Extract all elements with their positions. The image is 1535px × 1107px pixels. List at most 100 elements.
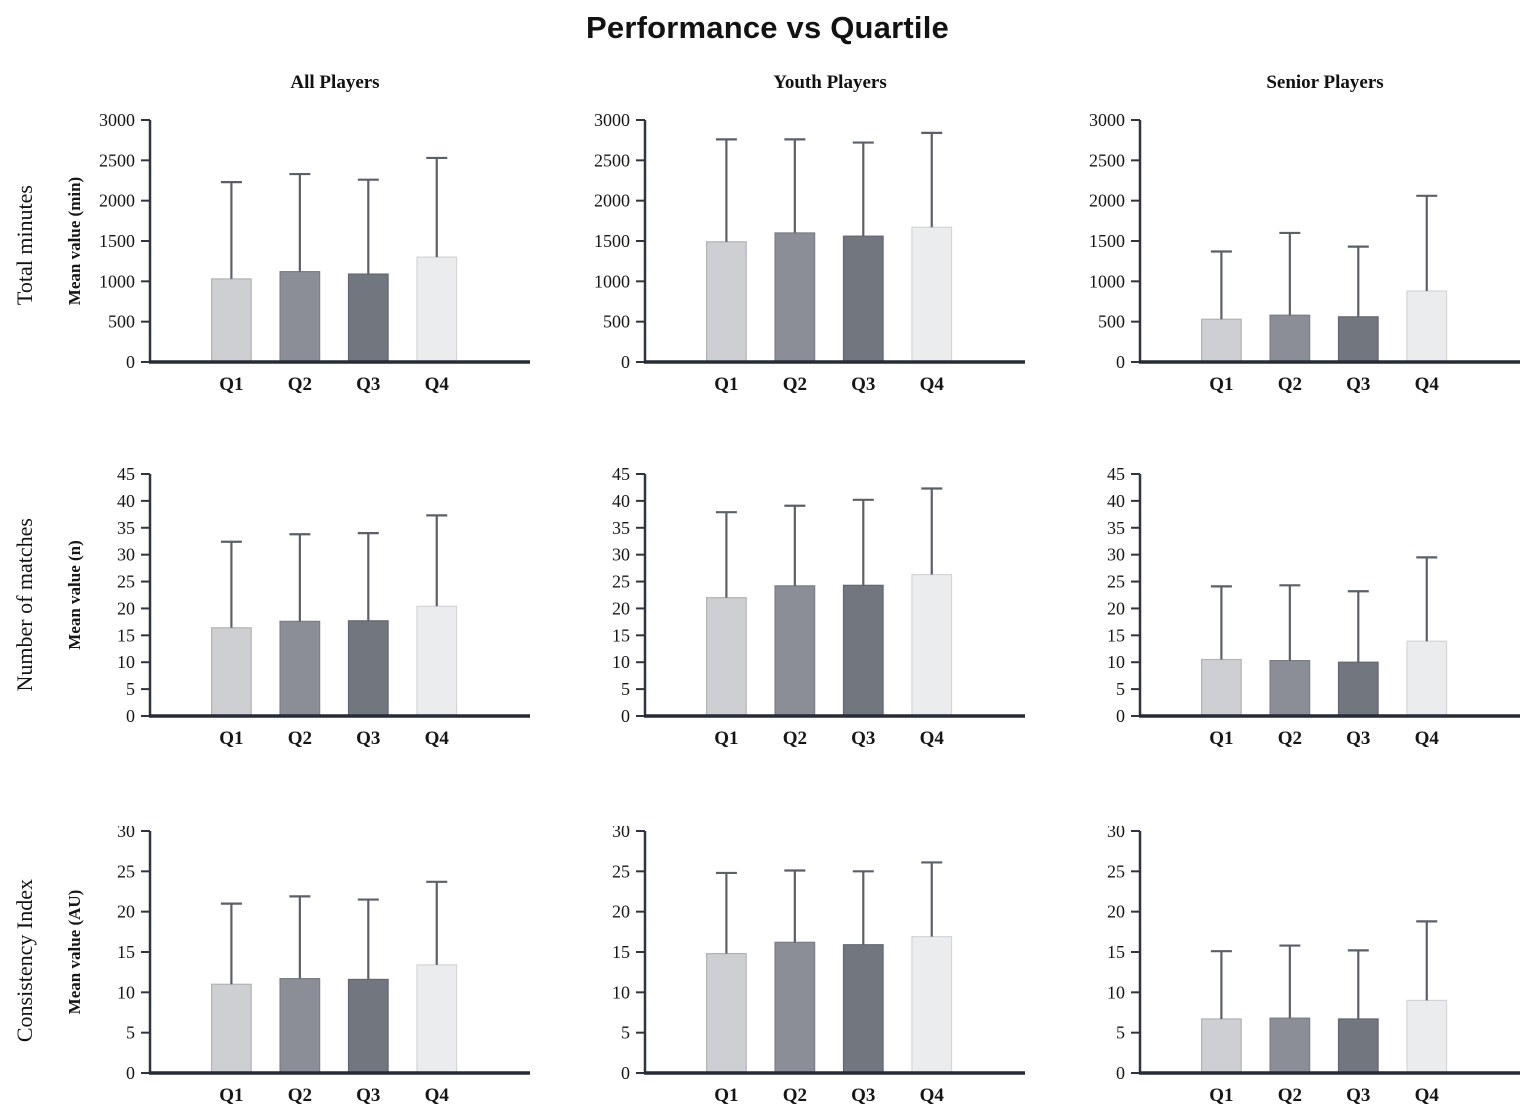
svg-text:3000: 3000 [594, 110, 630, 130]
svg-text:5: 5 [621, 1023, 630, 1043]
svg-text:25: 25 [612, 861, 630, 881]
svg-text:Q4: Q4 [425, 1085, 450, 1106]
svg-text:15: 15 [117, 625, 135, 645]
chart-cell: 0 5 10 15 20 25 30 Q1 Q2 Q3 Q4 [545, 814, 1040, 1107]
chart-consistency-index-youth-players: 0 5 10 15 20 25 30 Q1 Q2 Q3 Q4 [612, 826, 1025, 1106]
svg-text:Q3: Q3 [851, 728, 875, 749]
row-label-total-minutes: Total minutes [0, 94, 50, 454]
svg-text:25: 25 [612, 572, 630, 592]
svg-text:1500: 1500 [594, 231, 630, 251]
svg-text:40: 40 [1107, 491, 1125, 511]
svg-text:20: 20 [117, 598, 135, 618]
svg-text:Q4: Q4 [425, 728, 450, 749]
svg-text:Q1: Q1 [219, 1085, 243, 1106]
svg-text:5: 5 [126, 679, 135, 699]
column-header-all-players: All Players [290, 72, 380, 93]
chart-number-of-matches-youth-players: 0 5 10 15 20 25 30 35 40 45 Q1 Q2 Q3 Q4 [612, 464, 1025, 749]
svg-text:3000: 3000 [99, 110, 135, 130]
svg-text:15: 15 [1107, 942, 1125, 962]
svg-text:5: 5 [1116, 679, 1125, 699]
svg-text:Q2: Q2 [783, 374, 807, 395]
svg-text:40: 40 [117, 491, 135, 511]
svg-text:Q1: Q1 [219, 728, 243, 749]
chart-cell: 0 500 1000 1500 2000 2500 3000 Q1 Q2 Q3 Q4 [1040, 94, 1535, 454]
svg-text:0: 0 [126, 352, 135, 372]
column-header-senior-players: Senior Players [1266, 72, 1384, 93]
svg-text:20: 20 [612, 598, 630, 618]
svg-text:25: 25 [1107, 572, 1125, 592]
chart-total-minutes-senior-players: 0 500 1000 1500 2000 2500 3000 Q1 Q2 Q3 Q4 [1089, 110, 1520, 395]
svg-text:5: 5 [126, 1023, 135, 1043]
svg-text:Q2: Q2 [1278, 1085, 1302, 1106]
svg-text:20: 20 [117, 902, 135, 922]
row-label-number-of-matches: Number of matches [0, 454, 50, 814]
svg-text:1000: 1000 [99, 271, 135, 291]
svg-text:Q4: Q4 [425, 374, 450, 395]
svg-text:35: 35 [612, 518, 630, 538]
svg-text:25: 25 [117, 861, 135, 881]
svg-text:Q3: Q3 [1346, 374, 1370, 395]
svg-text:10: 10 [612, 982, 630, 1002]
svg-text:Q2: Q2 [783, 1085, 807, 1106]
svg-text:2500: 2500 [594, 150, 630, 170]
grid-corner-spacer [0, 58, 50, 94]
svg-text:Q3: Q3 [851, 1085, 875, 1106]
chart-cell: 0 5 10 15 20 25 30 Q1 Q2 Q3 Q4 Mean value (AU) [50, 814, 545, 1107]
svg-text:Q4: Q4 [1415, 374, 1440, 395]
charts-grid: All Players Youth Players Senior Players… [0, 58, 1535, 1107]
row-label-consistency-index-text: Consistency Index [12, 878, 37, 1043]
svg-text:0: 0 [621, 352, 630, 372]
chart-number-of-matches-all-players: 0 5 10 15 20 25 30 35 40 45 Q1 Q2 Q3 Q4 Mean value (n) [65, 464, 530, 749]
svg-text:Q4: Q4 [920, 374, 945, 395]
svg-text:10: 10 [612, 652, 630, 672]
svg-text:30: 30 [1107, 545, 1125, 565]
svg-text:Q1: Q1 [219, 374, 243, 395]
svg-text:15: 15 [1107, 625, 1125, 645]
svg-text:20: 20 [1107, 598, 1125, 618]
svg-text:30: 30 [117, 545, 135, 565]
svg-text:Q1: Q1 [714, 1085, 738, 1106]
chart-cell: 0 5 10 15 20 25 30 35 40 45 Q1 Q2 Q3 Q4 Mean value (n) [50, 454, 545, 814]
svg-text:Q3: Q3 [1346, 1085, 1370, 1106]
svg-text:500: 500 [1098, 312, 1125, 332]
chart-cell: 0 5 10 15 20 25 30 35 40 45 Q1 Q2 Q3 Q4 [545, 454, 1040, 814]
svg-text:35: 35 [117, 518, 135, 538]
svg-text:20: 20 [1107, 902, 1125, 922]
svg-text:0: 0 [126, 706, 135, 726]
figure-title: Performance vs Quartile [586, 10, 949, 45]
svg-text:Q2: Q2 [288, 1085, 312, 1106]
svg-text:40: 40 [612, 491, 630, 511]
chart-cell: 0 5 10 15 20 25 30 Q1 Q2 Q3 Q4 [1040, 814, 1535, 1107]
svg-text:Q2: Q2 [1278, 728, 1302, 749]
svg-text:Q1: Q1 [714, 374, 738, 395]
svg-text:25: 25 [1107, 861, 1125, 881]
svg-text:Q3: Q3 [851, 374, 875, 395]
svg-text:Q2: Q2 [783, 728, 807, 749]
svg-text:Q4: Q4 [920, 728, 945, 749]
chart-total-minutes-youth-players: 0 500 1000 1500 2000 2500 3000 Q1 Q2 Q3 Q4 [594, 110, 1025, 395]
svg-text:20: 20 [612, 902, 630, 922]
svg-text:10: 10 [117, 982, 135, 1002]
svg-text:Q4: Q4 [920, 1085, 945, 1106]
svg-text:Q3: Q3 [1346, 728, 1370, 749]
svg-text:0: 0 [126, 1063, 135, 1083]
svg-text:Mean value (AU): Mean value (AU) [65, 890, 84, 1015]
svg-text:3000: 3000 [1089, 110, 1125, 130]
svg-text:Mean value (n): Mean value (n) [65, 540, 84, 650]
svg-text:500: 500 [603, 312, 630, 332]
chart-consistency-index-all-players: 0 5 10 15 20 25 30 Q1 Q2 Q3 Q4 Mean value (AU) [65, 826, 530, 1106]
svg-text:Q2: Q2 [288, 728, 312, 749]
svg-text:5: 5 [1116, 1023, 1125, 1043]
svg-text:2000: 2000 [1089, 191, 1125, 211]
row-label-number-of-matches-text: Number of matches [12, 518, 37, 692]
svg-text:0: 0 [621, 1063, 630, 1083]
svg-text:Q4: Q4 [1415, 728, 1440, 749]
chart-number-of-matches-senior-players: 0 5 10 15 20 25 30 35 40 45 Q1 Q2 Q3 Q4 [1107, 464, 1520, 749]
svg-text:Q2: Q2 [288, 374, 312, 395]
svg-text:Mean value (min): Mean value (min) [65, 177, 84, 305]
svg-text:2000: 2000 [99, 191, 135, 211]
svg-text:2000: 2000 [594, 191, 630, 211]
chart-cell: 0 500 1000 1500 2000 2500 3000 Q1 Q2 Q3 Q4 Mean val… [50, 94, 545, 454]
svg-text:45: 45 [612, 464, 630, 484]
